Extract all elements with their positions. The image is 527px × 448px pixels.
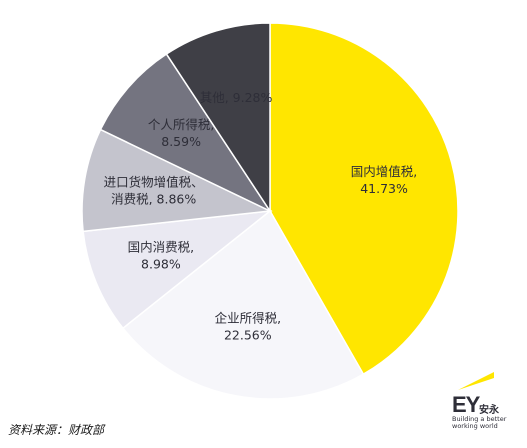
pie-slice xyxy=(99,53,273,213)
slice-label: 企业所得税, 22.56% xyxy=(215,310,281,342)
slice-label: 个人所得税, 8.59% xyxy=(148,117,214,149)
slice-label: 进口货物增值税、消费税, 8.86% xyxy=(104,175,204,207)
logo-tagline: Building a better working world xyxy=(452,415,507,430)
ey-logo: EY 安永 Building a better working world xyxy=(452,372,522,442)
pie-slice xyxy=(121,209,365,400)
pie-slice xyxy=(81,128,273,233)
pie-slice xyxy=(269,22,459,376)
slice-label: 国内增值税, 41.73% xyxy=(351,164,417,196)
slice-label: 其他, 9.28% xyxy=(200,90,273,105)
logo-beam-icon xyxy=(458,372,494,390)
logo-name: 安永 xyxy=(479,405,499,416)
logo-mark: EY xyxy=(452,392,480,417)
source-note: 资料来源：财政部 xyxy=(8,423,105,437)
slice-label: 国内消费税, 8.98% xyxy=(128,239,194,271)
pie-slice xyxy=(82,209,273,330)
pie-slice xyxy=(165,22,271,214)
